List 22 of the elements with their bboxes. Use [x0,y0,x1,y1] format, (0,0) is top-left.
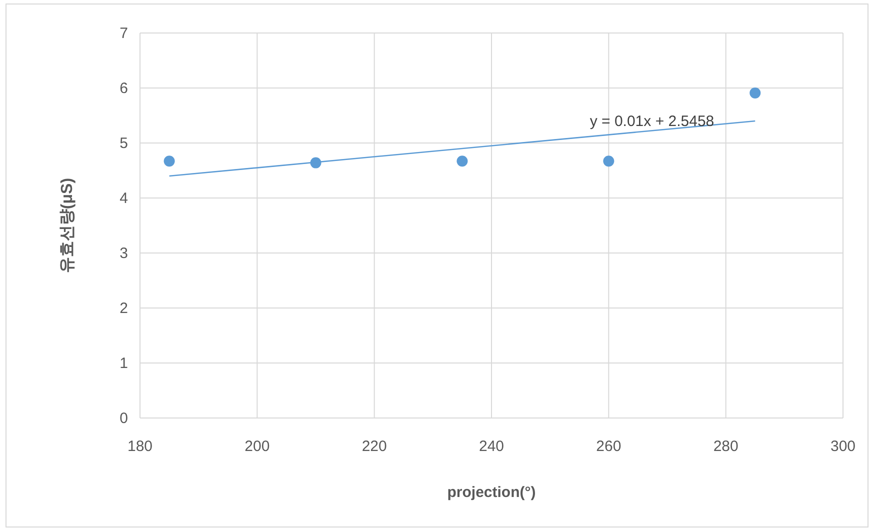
point [164,156,175,167]
point [750,87,761,98]
point [456,156,468,167]
y-tick-label: 7 [120,25,128,42]
x-tick-label: 300 [830,438,856,455]
y-tick-label: 5 [120,135,128,152]
y-tick-label: 2 [120,300,128,317]
y-tick-label: 3 [120,245,128,262]
x-tick-label: 280 [713,438,738,455]
annotation: y = 0.01x + 2.5458 [590,113,714,130]
x-tick-label: 240 [478,438,504,455]
y-axis-title: 유효선량(μS) [59,178,76,274]
x-tick-label: 200 [244,438,270,455]
y-tick-label: 1 [120,355,128,372]
x-axis-title: projection(°) [447,484,536,501]
x-tick-label: 220 [362,438,387,455]
y-tick-label: 0 [120,410,128,427]
x-tick-label: 260 [596,438,622,455]
y-tick-label: 6 [120,80,128,97]
x-tick-label: 180 [127,438,153,455]
y-tick-label: 4 [120,190,128,207]
point [603,156,614,167]
